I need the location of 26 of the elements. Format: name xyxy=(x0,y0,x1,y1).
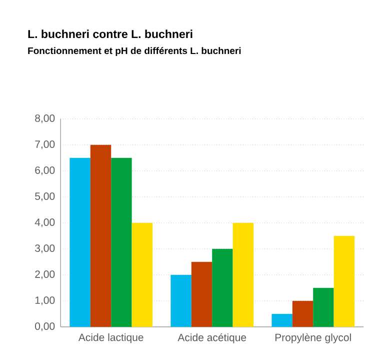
x-tick-label: Acide acétique xyxy=(178,334,246,344)
bar xyxy=(313,288,334,328)
y-tick-label: 0,00 xyxy=(35,322,55,332)
x-tick-label: Propylène glycol xyxy=(275,334,351,344)
y-tick-label: 3,00 xyxy=(35,244,55,254)
bar xyxy=(170,275,192,328)
bar xyxy=(272,314,292,328)
bar xyxy=(232,223,254,328)
bar xyxy=(191,262,212,328)
y-tick-label: 7,00 xyxy=(35,140,55,150)
bar xyxy=(111,158,132,328)
x-tick-label: Acide lactique xyxy=(78,334,144,344)
bar xyxy=(70,158,90,328)
y-tick-label: 5,00 xyxy=(35,192,55,202)
y-tick-label: 2,00 xyxy=(35,270,55,280)
bar xyxy=(212,249,233,328)
bar xyxy=(132,223,153,328)
chart-subtitle: Fonctionnement et pH de différents L. buchneri xyxy=(28,47,241,56)
y-tick-label: 4,00 xyxy=(34,218,55,228)
bar xyxy=(90,145,112,328)
y-tick-label: 6,00 xyxy=(35,166,55,176)
bar xyxy=(334,236,355,328)
y-tick-label: 1,00 xyxy=(35,296,55,306)
chart-title: L. buchneri contre L. buchneri xyxy=(28,30,192,38)
bar xyxy=(292,301,314,328)
y-tick-label: 8,00 xyxy=(35,114,55,124)
